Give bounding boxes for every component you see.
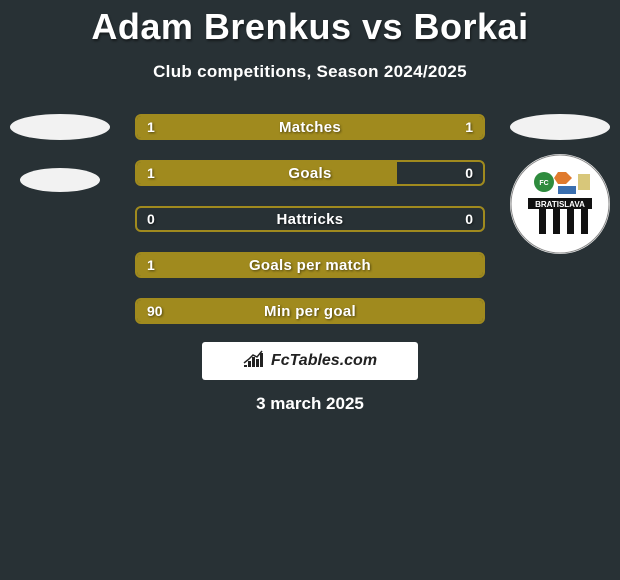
stat-bar: 10Goals (135, 160, 485, 186)
svg-text:BRATISLAVA: BRATISLAVA (535, 200, 585, 209)
bar-label: Matches (137, 116, 483, 138)
bar-label: Goals (137, 162, 483, 184)
bar-label: Goals per match (137, 254, 483, 276)
watermark-text: FcTables.com (271, 352, 377, 370)
stat-bar: 11Matches (135, 114, 485, 140)
bar-label: Hattricks (137, 208, 483, 230)
page-subtitle: Club competitions, Season 2024/2025 (0, 62, 620, 82)
club-badge: BRATISLAVA FC (510, 154, 610, 254)
ellipse-logo-1 (10, 114, 110, 140)
svg-text:FC: FC (539, 180, 548, 187)
stat-bar: 1Goals per match (135, 252, 485, 278)
stat-bar: 00Hattricks (135, 206, 485, 232)
page-title: Adam Brenkus vs Borkai (0, 0, 620, 48)
footer-date: 3 march 2025 (10, 394, 610, 414)
watermark-icon (243, 350, 265, 373)
chart-zone: BRATISLAVA FC 11Matches 10Goals 00Hattricks… (0, 114, 620, 414)
ellipse-logo-3 (510, 114, 610, 140)
stat-bars: 11Matches 10Goals 00Hattricks 1Goals per ma… (135, 114, 485, 324)
ellipse-logo-2 (10, 168, 110, 192)
right-logo-column: BRATISLAVA FC (510, 114, 610, 254)
bar-label: Min per goal (137, 300, 483, 322)
stat-bar: 90Min per goal (135, 298, 485, 324)
left-logo-column (10, 114, 110, 192)
watermark: FcTables.com (202, 342, 418, 380)
